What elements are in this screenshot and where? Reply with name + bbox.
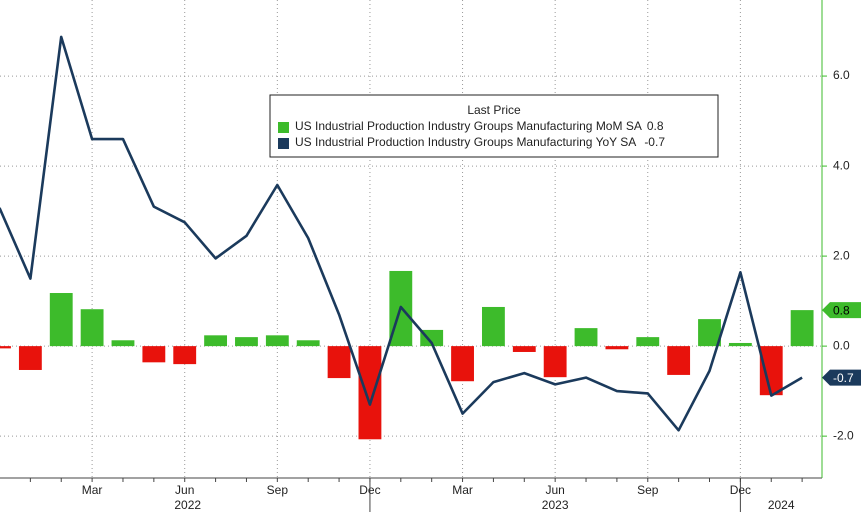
x-tick-label: Sep bbox=[267, 483, 289, 497]
bar bbox=[111, 340, 135, 347]
bar bbox=[605, 346, 629, 350]
legend-swatch bbox=[278, 122, 289, 133]
bar bbox=[142, 346, 166, 363]
legend-value: -0.7 bbox=[644, 135, 665, 149]
legend-value: 0.8 bbox=[647, 119, 664, 133]
bar bbox=[512, 346, 536, 352]
y-tick-label: 4.0 bbox=[833, 158, 850, 172]
x-tick-label: Mar bbox=[452, 483, 473, 497]
bar bbox=[698, 319, 721, 347]
legend-label: US Industrial Production Industry Groups… bbox=[295, 135, 665, 149]
y-tick-label: -2.0 bbox=[833, 428, 854, 442]
bar bbox=[296, 340, 320, 347]
value-tag bbox=[822, 369, 861, 386]
bar bbox=[327, 346, 351, 379]
bar bbox=[80, 309, 104, 347]
line bbox=[0, 35, 803, 432]
legend-swatch bbox=[278, 138, 289, 149]
year-label: 2022 bbox=[174, 498, 201, 512]
bar bbox=[636, 337, 660, 347]
value-tag-label: -0.7 bbox=[833, 371, 854, 385]
bar bbox=[451, 346, 474, 382]
bar bbox=[204, 335, 228, 347]
bar bbox=[759, 346, 783, 396]
y-tick-label: 0.0 bbox=[833, 338, 850, 352]
value-tag bbox=[822, 302, 861, 319]
year-label: 2024 bbox=[768, 498, 795, 512]
bar bbox=[481, 306, 505, 347]
legend-name: US Industrial Production Industry Groups… bbox=[295, 135, 636, 149]
bar bbox=[235, 337, 258, 347]
bar bbox=[728, 342, 752, 347]
bar bbox=[543, 346, 567, 378]
x-tick-label: Mar bbox=[82, 483, 103, 497]
x-tick-label: Jun bbox=[545, 483, 564, 497]
legend-title: Last Price bbox=[467, 103, 521, 117]
y-tick-label: 2.0 bbox=[833, 248, 850, 262]
legend-name: US Industrial Production Industry Groups… bbox=[295, 119, 642, 133]
bar bbox=[358, 346, 382, 440]
bar bbox=[0, 346, 11, 349]
bar bbox=[667, 346, 691, 375]
value-tag-label: 0.8 bbox=[833, 303, 850, 317]
bar bbox=[574, 328, 598, 347]
bar bbox=[173, 346, 197, 365]
year-label: 2023 bbox=[542, 498, 569, 512]
y-tick-label: 6.0 bbox=[833, 68, 850, 82]
legend-box bbox=[269, 94, 719, 158]
bar bbox=[420, 329, 444, 347]
x-tick-label: Jun bbox=[175, 483, 194, 497]
legend: Last Price US Industrial Production Indu… bbox=[269, 94, 719, 158]
bar bbox=[790, 310, 814, 347]
x-tick-label: Sep bbox=[637, 483, 659, 497]
bar bbox=[18, 346, 42, 370]
legend-label: US Industrial Production Industry Groups… bbox=[295, 119, 664, 133]
bar bbox=[49, 293, 73, 347]
bar bbox=[265, 335, 289, 347]
